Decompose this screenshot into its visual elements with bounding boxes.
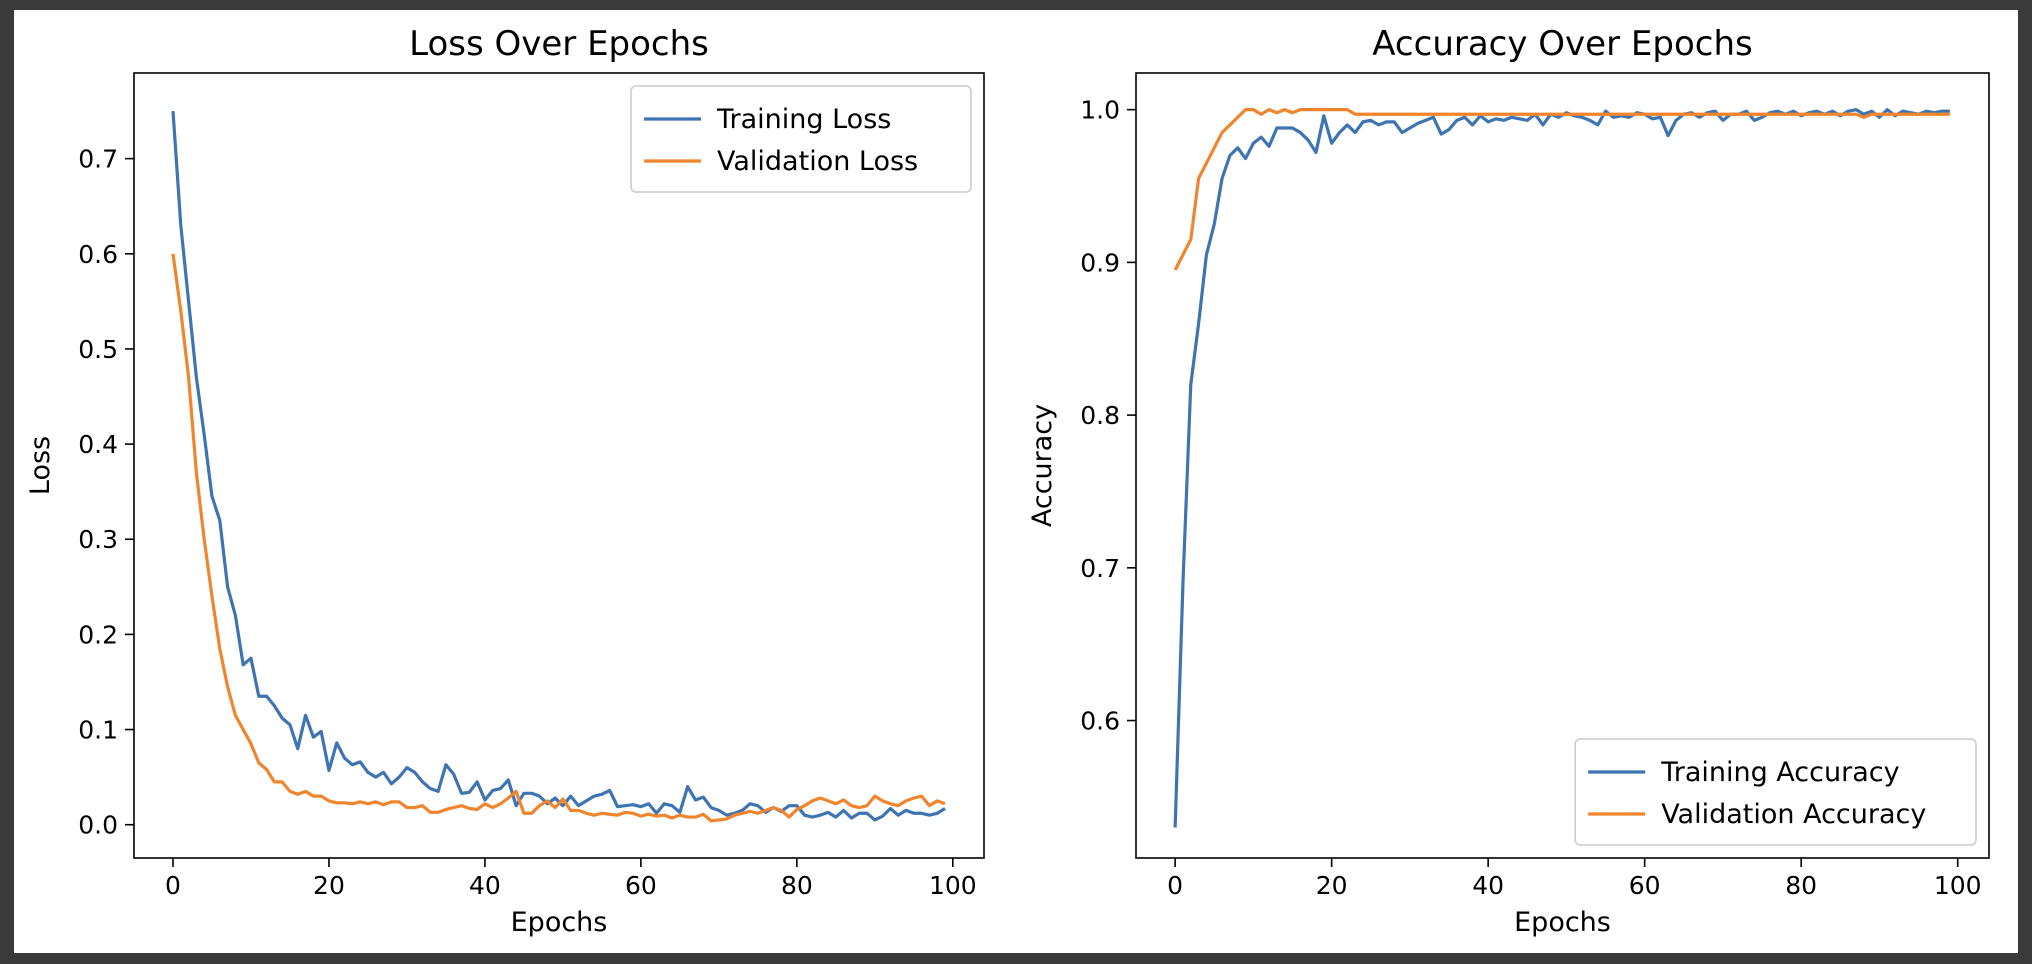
axes-frame [1135, 72, 1990, 859]
y-tick-label: 0.6 [78, 240, 118, 269]
legend: Training Accuracy Validation Accuracy [1574, 738, 1977, 846]
y-tick-label: 0.3 [78, 525, 118, 554]
legend-label: Training Loss [716, 104, 891, 135]
axes-frame [133, 72, 985, 859]
x-tick-label: 100 [1934, 871, 1982, 900]
series-line-training-loss [171, 110, 946, 822]
figure-svg: Loss Over Epochs 0 20 40 60 80 100 0.0 0.1 0.2 0.3… [25, 24, 1990, 938]
y-axis-label: Accuracy [1027, 404, 1058, 527]
legend-label: Training Accuracy [1660, 757, 1899, 788]
y-tick-label: 0.9 [1080, 248, 1120, 277]
x-tick-label: 0 [1167, 871, 1183, 900]
x-tick-label: 80 [781, 871, 813, 900]
x-tick-label: 40 [469, 871, 501, 900]
y-tick-label: 0.1 [78, 716, 118, 745]
legend-label: Validation Loss [717, 146, 918, 177]
legend-box [630, 85, 972, 193]
legend-box [1574, 738, 1977, 846]
chart-panel-1: Loss Over Epochs 0 20 40 60 80 100 0.0 0.1 0.2 0.3… [25, 24, 985, 938]
x-tick-label: 80 [1785, 871, 1817, 900]
x-tick-label: 60 [625, 871, 657, 900]
chart-panel-2: Accuracy Over Epochs 0 20 40 60 80 100 0.6 0.7 0.… [1027, 24, 1990, 938]
series-line-validation-loss [171, 253, 946, 823]
series-line-training-accuracy [1173, 108, 1950, 828]
x-tick-label: 20 [313, 871, 345, 900]
x-tick-label: 100 [929, 871, 977, 900]
figure: Loss Over Epochs 0 20 40 60 80 100 0.0 0.1 0.2 0.3… [14, 10, 2018, 953]
x-tick-label: 20 [1316, 871, 1348, 900]
y-tick-label: 0.2 [78, 620, 118, 649]
y-tick-label: 0.8 [1080, 401, 1120, 430]
y-axis-label: Loss [25, 436, 56, 495]
legend: Training Loss Validation Loss [630, 85, 972, 193]
y-tick-label: 0.4 [78, 430, 118, 459]
series-line-validation-accuracy [1173, 108, 1950, 271]
x-tick-label: 0 [165, 871, 181, 900]
x-tick-label: 40 [1472, 871, 1504, 900]
y-tick-label: 0.7 [78, 145, 118, 174]
chart-title: Loss Over Epochs [409, 24, 709, 64]
y-tick-label: 0.6 [1080, 707, 1120, 736]
y-tick-label: 0.0 [78, 811, 118, 840]
x-tick-label: 60 [1629, 871, 1661, 900]
chart-title: Accuracy Over Epochs [1372, 24, 1752, 64]
y-tick-label: 0.5 [78, 335, 118, 364]
y-tick-label: 0.7 [1080, 554, 1120, 583]
legend-label: Validation Accuracy [1661, 799, 1926, 830]
x-axis-label: Epochs [1514, 907, 1611, 938]
y-tick-label: 1.0 [1080, 96, 1120, 125]
x-axis-label: Epochs [511, 907, 608, 938]
